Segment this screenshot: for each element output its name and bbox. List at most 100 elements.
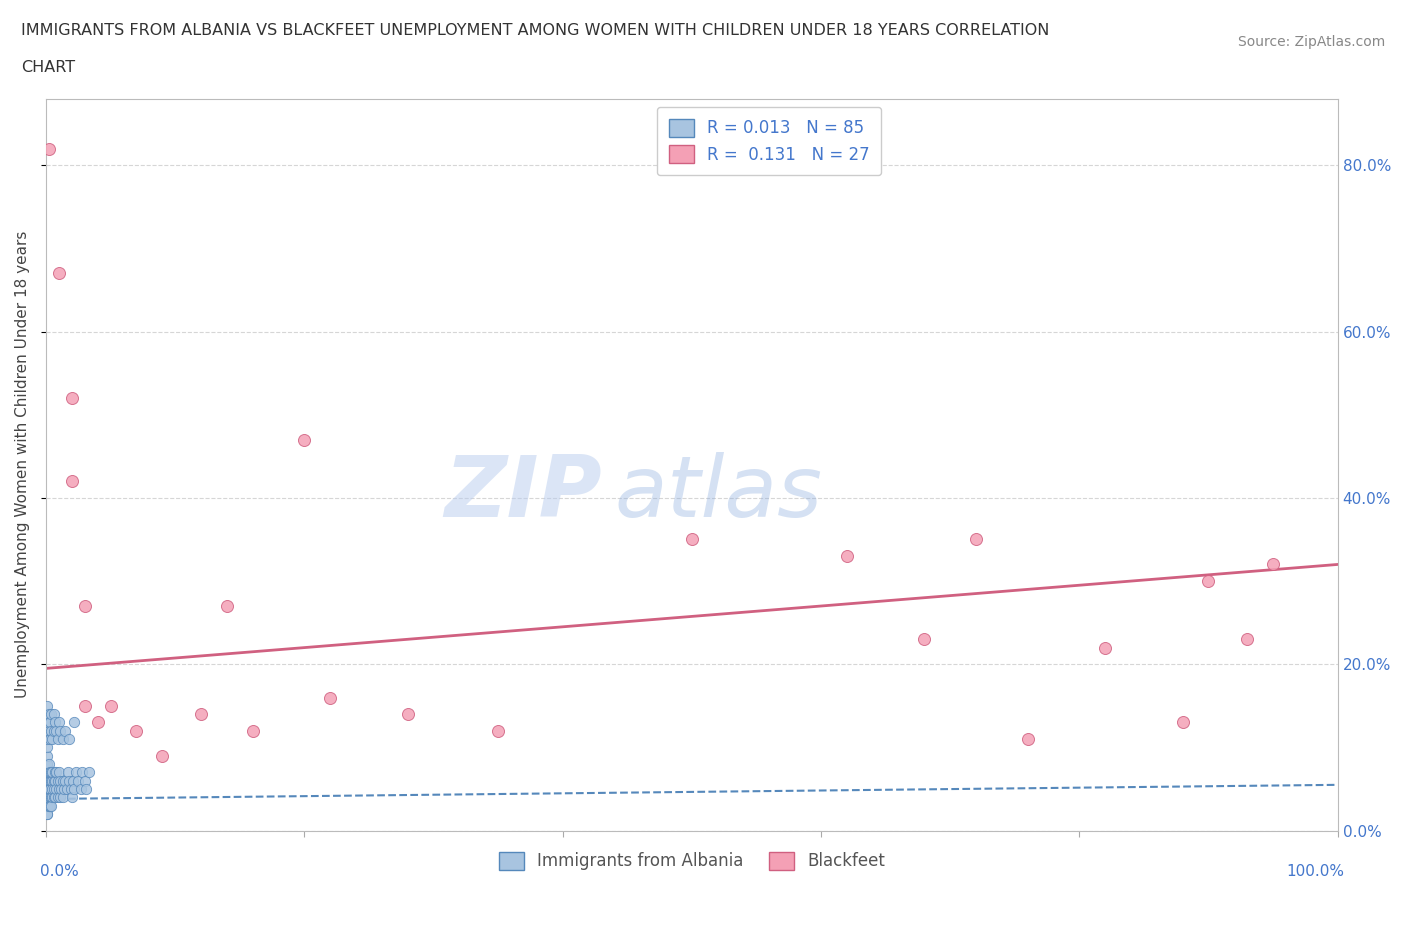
Point (44, 715, 66, 730)
Point (48, 764, 70, 779)
Point (38, 715, 60, 730)
Point (58, 773, 80, 788)
Point (60, 790, 83, 804)
Point (37, 773, 59, 788)
Point (39, 707, 62, 722)
Point (37, 749, 59, 764)
Point (1236, 631, 1258, 646)
Text: Source: ZipAtlas.com: Source: ZipAtlas.com (1237, 35, 1385, 49)
Point (62, 773, 84, 788)
Text: 100.0%: 100.0% (1286, 864, 1344, 879)
Point (70, 781, 93, 796)
Point (965, 532, 987, 547)
Point (48, 715, 70, 730)
Point (37, 781, 59, 796)
Point (77, 764, 100, 779)
Point (53, 773, 76, 788)
Point (38, 724, 60, 738)
Point (38, 764, 60, 779)
Point (38, 773, 60, 788)
Point (44, 764, 66, 779)
Point (37, 698, 59, 713)
Point (55, 781, 77, 796)
Point (38, 707, 60, 722)
Point (41, 764, 63, 779)
Point (38, 732, 60, 747)
Point (63, 781, 86, 796)
Point (42, 724, 65, 738)
Point (37, 732, 59, 747)
Point (41, 781, 63, 796)
Point (1261, 557, 1284, 572)
Point (396, 707, 419, 722)
Point (60, 391, 83, 405)
Point (48, 266, 70, 281)
Point (37, 740, 59, 755)
Point (37, 790, 59, 804)
Point (1017, 732, 1039, 747)
Point (242, 724, 264, 738)
Point (319, 690, 342, 705)
Point (100, 698, 122, 713)
Legend: Immigrants from Albania, Blackfeet: Immigrants from Albania, Blackfeet (492, 845, 891, 877)
Point (37, 764, 59, 779)
Point (681, 532, 703, 547)
Point (37, 806, 59, 821)
Point (53, 724, 76, 738)
Point (45, 781, 67, 796)
Text: IMMIGRANTS FROM ALBANIA VS BLACKFEET UNEMPLOYMENT AMONG WOMEN WITH CHILDREN UNDE: IMMIGRANTS FROM ALBANIA VS BLACKFEET UNE… (21, 23, 1049, 38)
Point (44, 790, 66, 804)
Point (1171, 715, 1194, 730)
Point (486, 724, 509, 738)
Point (53, 781, 76, 796)
Point (39, 764, 62, 779)
Point (215, 599, 238, 614)
Point (37, 798, 59, 813)
Point (73, 773, 96, 788)
Point (150, 749, 173, 764)
Point (38, 790, 60, 804)
Point (37, 790, 59, 804)
Point (1094, 640, 1116, 655)
Point (39, 798, 62, 813)
Point (42, 707, 65, 722)
Point (44, 773, 66, 788)
Point (125, 724, 148, 738)
Point (912, 631, 935, 646)
Point (73, 599, 96, 614)
Point (37, 806, 59, 821)
Point (835, 549, 858, 564)
Point (292, 432, 315, 447)
Y-axis label: Unemployment Among Women with Children Under 18 years: Unemployment Among Women with Children U… (15, 231, 30, 698)
Point (48, 781, 70, 796)
Point (52, 790, 75, 804)
Point (52, 732, 75, 747)
Point (60, 473, 83, 488)
Point (39, 724, 62, 738)
Point (41, 732, 63, 747)
Point (65, 764, 87, 779)
Point (42, 790, 65, 804)
Point (75, 781, 97, 796)
Point (38, 781, 60, 796)
Point (38, 764, 60, 779)
Point (41, 790, 63, 804)
Point (46, 732, 69, 747)
Point (1198, 574, 1220, 589)
Text: CHART: CHART (21, 60, 75, 75)
Point (38, 798, 60, 813)
Point (86, 715, 108, 730)
Text: atlas: atlas (614, 452, 823, 536)
Point (58, 732, 80, 747)
Point (63, 715, 86, 730)
Point (49, 790, 72, 804)
Point (39, 790, 62, 804)
Point (38, 781, 60, 796)
Point (42, 781, 65, 796)
Point (49, 724, 72, 738)
Point (45, 724, 67, 738)
Point (39, 773, 62, 788)
Point (37, 757, 59, 772)
Point (73, 698, 96, 713)
Point (41, 773, 63, 788)
